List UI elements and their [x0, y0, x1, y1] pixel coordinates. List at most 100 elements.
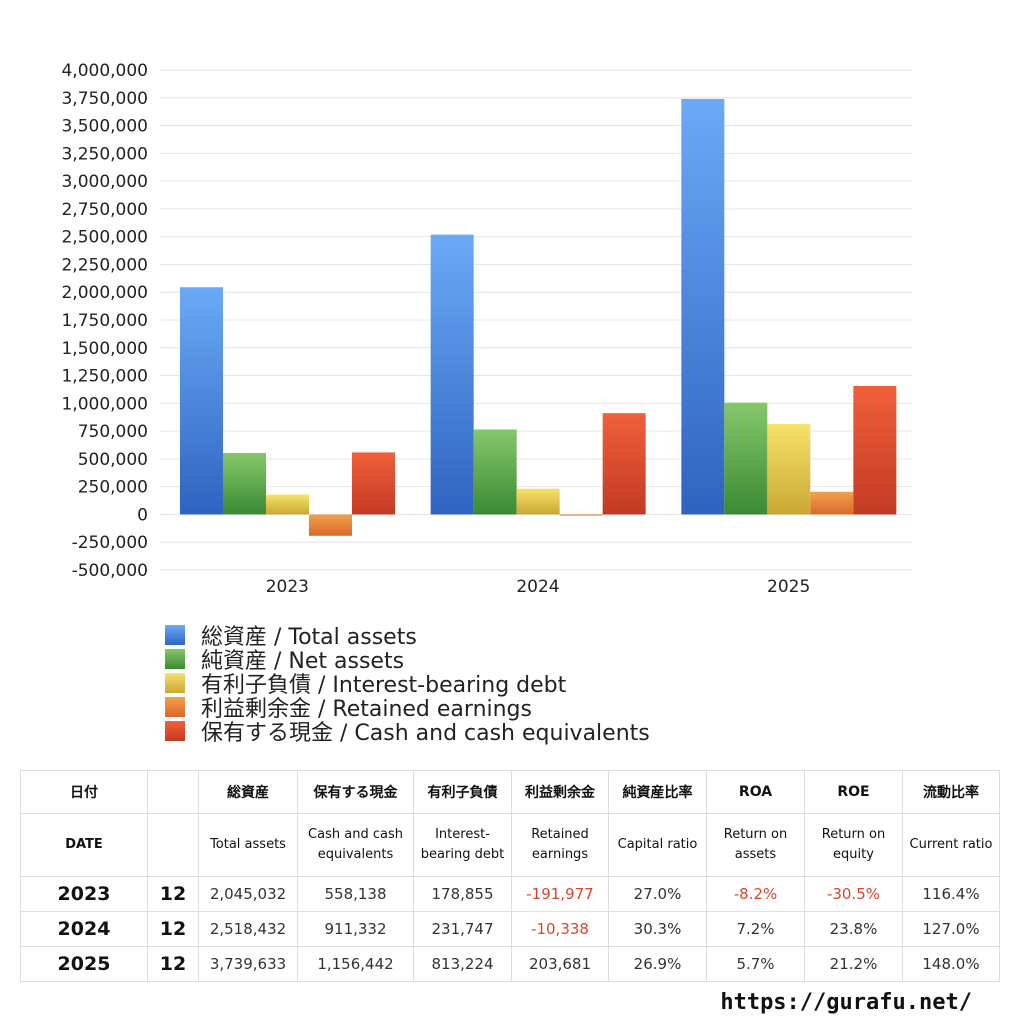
y-tick-label: 3,250,000: [61, 144, 148, 164]
y-tick-label: 1,250,000: [61, 367, 148, 387]
site-url: https://gurafu.net/: [720, 990, 972, 1015]
table-cell: 21.2%: [804, 946, 903, 982]
y-tick-label: 2,500,000: [61, 228, 148, 248]
legend-swatch: [165, 721, 185, 741]
table-body: 2023 12 2,045,032 558,138 178,855 -191,977 27.…: [20, 876, 1000, 982]
legend-label: 総資産 / Total assets: [201, 625, 417, 650]
legend-item: 総資産 / Total assets: [165, 623, 650, 650]
header-cell-en: Retained earnings: [511, 813, 609, 877]
header-cell-en: Return on assets: [706, 813, 805, 877]
table-cell: 203,681: [511, 946, 609, 982]
bar: [266, 494, 309, 515]
table-cell: 30.3%: [608, 911, 707, 947]
y-tick-label: 3,000,000: [61, 172, 148, 192]
bar: [810, 491, 854, 515]
table-cell: 148.0%: [902, 946, 1000, 982]
chart-bars: [180, 98, 897, 536]
y-tick-label: 0: [137, 505, 148, 525]
legend-item: 有利子負債 / Interest-bearing debt: [165, 671, 650, 698]
y-tick-label: 1,500,000: [61, 339, 148, 359]
x-tick-label: 2025: [767, 577, 810, 597]
legend-label: 有利子負債 / Interest-bearing debt: [201, 673, 567, 698]
bar: [724, 402, 768, 515]
header-cell-jp: 日付: [20, 770, 148, 814]
chart-legend: 総資産 / Total assets 純資産 / Net assets 有利子負債 …: [165, 623, 650, 746]
legend-swatch: [165, 697, 185, 717]
legend-label: 純資産 / Net assets: [201, 649, 405, 674]
table-cell: 12: [147, 876, 199, 912]
y-tick-label: 2,000,000: [61, 283, 148, 303]
table-cell: 26.9%: [608, 946, 707, 982]
header-cell-jp: 保有する現金: [297, 770, 414, 814]
legend-swatch: [165, 649, 185, 669]
x-axis-ticks: 2023 2024 2025: [266, 577, 811, 597]
table-row: 2024 12 2,518,432 911,332 231,747 -10,338 30.3…: [20, 911, 1000, 947]
bar: [602, 413, 646, 515]
header-cell-en: [147, 813, 199, 877]
y-tick-label: 3,500,000: [61, 117, 148, 137]
table-cell: 2,518,432: [198, 911, 298, 947]
financial-table: 日付 総資産 保有する現金 有利子負債 利益剰余金 純資産比率 ROA ROE 流動比率 DAT…: [20, 770, 1000, 982]
table-cell: 27.0%: [608, 876, 707, 912]
legend-label: 利益剰余金 / Retained earnings: [201, 697, 532, 722]
y-tick-label: 2,250,000: [61, 255, 148, 275]
bar: [352, 452, 395, 515]
bar: [309, 514, 352, 536]
y-tick-label: -250,000: [72, 533, 148, 553]
table-cell: 911,332: [297, 911, 414, 947]
header-cell-en: Interest-bearing debt: [413, 813, 512, 877]
y-tick-label: 1,000,000: [61, 394, 148, 414]
y-tick-label: 250,000: [78, 478, 148, 498]
bar-chart: 4,000,000 3,750,000 3,500,000 3,250,000 3,00…: [61, 61, 912, 597]
bar: [223, 453, 266, 515]
legend-swatch: [165, 673, 185, 693]
table-cell: -30.5%: [804, 876, 903, 912]
table-cell: -191,977: [511, 876, 609, 912]
table-cell: 23.8%: [804, 911, 903, 947]
legend-swatch: [165, 625, 185, 645]
legend-item: 利益剰余金 / Retained earnings: [165, 695, 650, 722]
legend-item: 保有する現金 / Cash and cash equivalents: [165, 719, 650, 746]
table-cell: 12: [147, 946, 199, 982]
bar: [559, 514, 603, 516]
y-tick-label: -500,000: [72, 561, 148, 581]
header-cell-jp: ROA: [706, 770, 805, 814]
table-cell: 7.2%: [706, 911, 805, 947]
y-tick-label: 1,750,000: [61, 311, 148, 331]
bar: [473, 429, 517, 515]
header-cell-jp: 有利子負債: [413, 770, 512, 814]
header-cell-en: DATE: [20, 813, 148, 877]
header-cell-jp: ROE: [804, 770, 903, 814]
bar: [180, 287, 223, 515]
bar: [516, 488, 560, 515]
table-cell: 3,739,633: [198, 946, 298, 982]
header-cell-jp: 総資産: [198, 770, 298, 814]
bar: [853, 385, 897, 515]
y-axis-ticks: 4,000,000 3,750,000 3,500,000 3,250,000 3,00…: [61, 61, 148, 581]
table-cell: 1,156,442: [297, 946, 414, 982]
bar: [681, 98, 725, 515]
header-cell-jp: 純資産比率: [608, 770, 707, 814]
legend-label: 保有する現金 / Cash and cash equivalents: [201, 721, 650, 746]
table-cell: 127.0%: [902, 911, 1000, 947]
table-row: 2025 12 3,739,633 1,156,442 813,224 203,681 26…: [20, 946, 1000, 982]
table-cell: 178,855: [413, 876, 512, 912]
header-cell-jp: 流動比率: [902, 770, 1000, 814]
table-cell: 2025: [20, 946, 148, 982]
table-cell: 2024: [20, 911, 148, 947]
table-cell: -10,338: [511, 911, 609, 947]
y-tick-label: 750,000: [78, 422, 148, 442]
table-cell: 116.4%: [902, 876, 1000, 912]
y-tick-label: 3,750,000: [61, 89, 148, 109]
y-tick-label: 500,000: [78, 450, 148, 470]
table-header-jp: 日付 総資産 保有する現金 有利子負債 利益剰余金 純資産比率 ROA ROE 流動比率: [20, 770, 1000, 814]
header-cell-en: Capital ratio: [608, 813, 707, 877]
table-header-en: DATE Total assets Cash and cash equivalent…: [20, 813, 1000, 877]
header-cell-en: Total assets: [198, 813, 298, 877]
legend-item: 純資産 / Net assets: [165, 647, 650, 674]
y-tick-label: 4,000,000: [61, 61, 148, 81]
x-tick-label: 2023: [266, 577, 309, 597]
table-cell: 12: [147, 911, 199, 947]
bar: [430, 234, 474, 515]
table-cell: 813,224: [413, 946, 512, 982]
